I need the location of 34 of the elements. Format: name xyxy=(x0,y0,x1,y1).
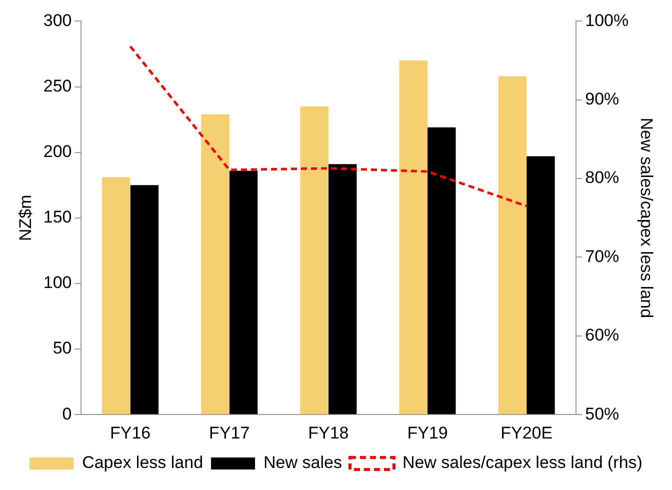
x-tick-label: FY16 xyxy=(110,423,151,442)
legend-label: New sales xyxy=(264,453,342,472)
y2-tick-label: 90% xyxy=(585,90,620,109)
bar xyxy=(300,106,328,414)
y2-tick-label: 60% xyxy=(585,326,620,345)
bar xyxy=(201,114,230,414)
x-tick-label: FY17 xyxy=(209,423,250,442)
bar xyxy=(526,156,555,414)
line-series xyxy=(129,45,528,208)
bar xyxy=(229,170,258,414)
bar xyxy=(102,177,130,414)
bar xyxy=(399,60,428,414)
y2-axis-title: New sales/capex less land xyxy=(637,118,656,318)
bar xyxy=(328,164,357,414)
bar xyxy=(498,76,527,414)
y-tick-label: 250 xyxy=(43,76,72,96)
y2-tick-label: 50% xyxy=(585,404,620,424)
x-tick-label: FY20E xyxy=(500,423,553,442)
y-axis-title: NZ$m xyxy=(16,194,35,242)
bar xyxy=(130,185,159,414)
x-tick-label: FY18 xyxy=(308,423,349,442)
y-tick-label: 300 xyxy=(43,10,72,30)
y2-tick-label: 100% xyxy=(585,10,629,30)
y2-tick-label: 80% xyxy=(585,168,620,188)
y-tick-label: 100 xyxy=(43,273,72,292)
x-tick-label: FY19 xyxy=(407,423,448,442)
legend-label: New sales/capex less land (rhs) xyxy=(402,453,642,472)
y-tick-label: 200 xyxy=(43,142,72,162)
legend-label: Capex less land xyxy=(82,453,204,472)
y2-tick-label: 70% xyxy=(585,246,620,266)
bar xyxy=(428,127,456,414)
y-tick-label: 0 xyxy=(62,404,72,424)
y-tick-label: 150 xyxy=(43,208,72,227)
y-tick-label: 50 xyxy=(52,338,72,358)
